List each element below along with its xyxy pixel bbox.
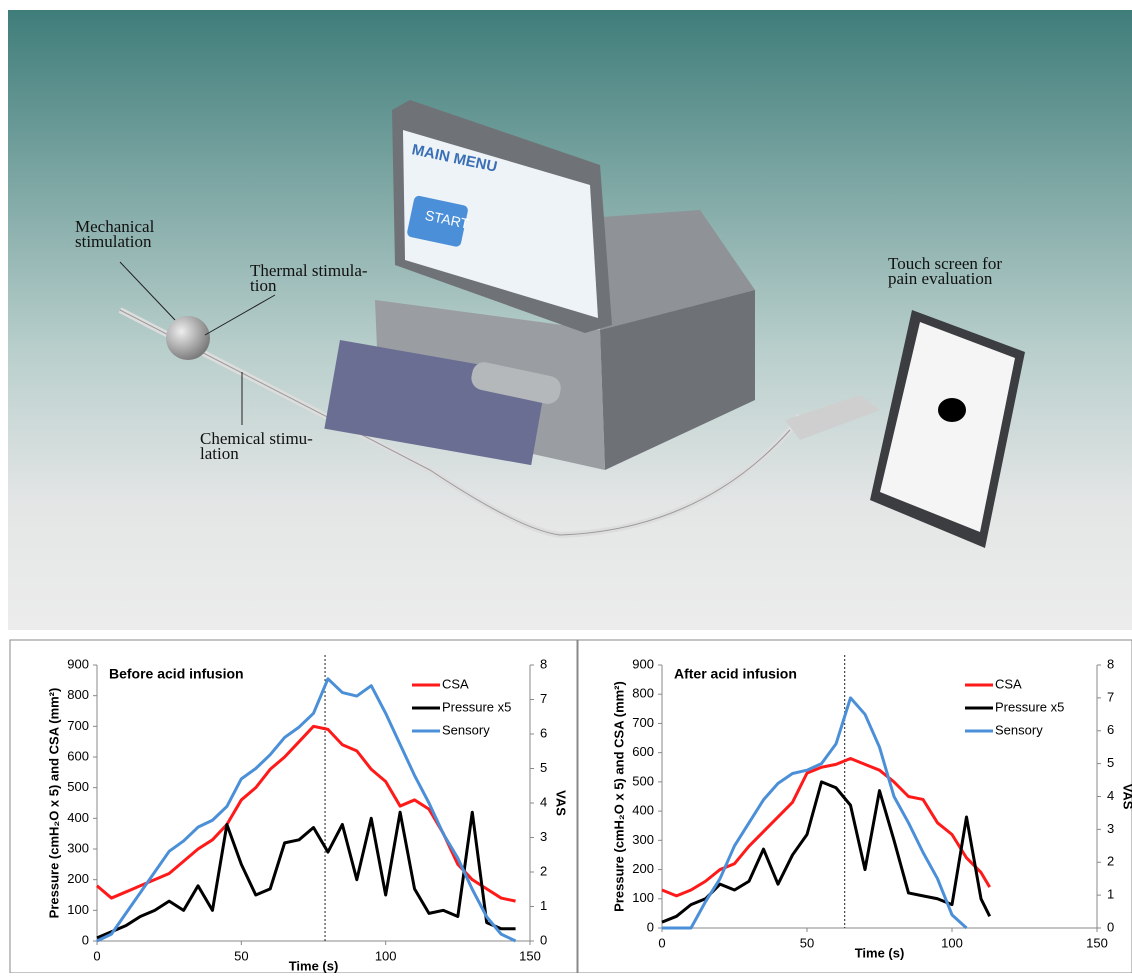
- series-line: [662, 696, 968, 930]
- y2-tick-label: 4: [1107, 788, 1114, 803]
- x-tick-label: 100: [941, 935, 963, 950]
- y-tick-label: 0: [82, 932, 89, 947]
- series-line: [661, 757, 991, 898]
- legend-label: Pressure x5: [995, 699, 1064, 714]
- syringe: [471, 362, 561, 404]
- callout-label: stimulation: [75, 232, 152, 251]
- y2-tick-label: 6: [540, 725, 547, 740]
- y-tick-label: 200: [632, 861, 654, 876]
- y-tick-label: 700: [67, 718, 89, 733]
- y2-tick-label: 5: [540, 760, 547, 775]
- y2-axis-label: VAS: [1121, 784, 1132, 810]
- y2-tick-label: 0: [540, 932, 547, 947]
- y-tick-label: 900: [632, 656, 654, 671]
- x-tick-label: 0: [658, 935, 665, 950]
- chart-title: Before acid infusion: [109, 666, 244, 682]
- y2-tick-label: 7: [540, 691, 547, 706]
- x-tick-label: 150: [1086, 935, 1108, 950]
- x-axis-label: Time (s): [855, 945, 905, 960]
- y2-axis-label: VAS: [554, 790, 569, 816]
- y-tick-label: 800: [67, 687, 89, 702]
- y-tick-label: 600: [632, 744, 654, 759]
- illustration: MAIN MENU START: [8, 10, 1132, 630]
- y2-tick-label: 8: [540, 656, 547, 671]
- x-tick-label: 0: [93, 948, 100, 963]
- catheter-edge: [119, 309, 791, 536]
- y2-tick-label: 6: [1107, 722, 1114, 737]
- callout-label: tion: [250, 276, 277, 295]
- y-tick-label: 700: [632, 715, 654, 730]
- chart-frame: [577, 639, 1132, 974]
- y-tick-label: 0: [647, 919, 654, 934]
- balloon: [166, 316, 210, 360]
- y-tick-label: 400: [67, 810, 89, 825]
- callout-label: Thermal stimula-: [250, 261, 368, 280]
- y-tick-label: 100: [632, 890, 654, 905]
- x-tick-label: 50: [234, 948, 248, 963]
- series-line: [96, 810, 516, 940]
- y-tick-label: 200: [67, 871, 89, 886]
- tablet-screen: [880, 322, 1015, 532]
- series-line: [661, 780, 992, 924]
- callout-label: lation: [200, 444, 239, 463]
- y-tick-label: 500: [632, 773, 654, 788]
- y2-tick-label: 2: [1107, 854, 1114, 869]
- y2-tick-label: 2: [540, 863, 547, 878]
- callout-label: pain evaluation: [888, 269, 993, 288]
- y2-tick-label: 3: [1107, 821, 1114, 836]
- callout-label: Chemical stimu-: [200, 429, 313, 448]
- screen: [403, 130, 598, 318]
- y-axis-label: Pressure (cmH₂O x 5) and CSA (mm²): [46, 688, 61, 919]
- y2-tick-label: 1: [540, 898, 547, 913]
- callout-label: Mechanical: [75, 217, 155, 236]
- y-tick-label: 100: [67, 902, 89, 917]
- y-tick-label: 900: [67, 656, 89, 671]
- legend-label: Sensory: [442, 722, 490, 737]
- legend-label: Pressure x5: [442, 699, 511, 714]
- arrow: [204, 294, 276, 336]
- pain-area: [938, 398, 966, 422]
- y-tick-label: 600: [67, 748, 89, 763]
- x-tick-label: 50: [800, 935, 814, 950]
- chart-title: After acid infusion: [674, 666, 797, 682]
- callout-label: Touch screen for: [888, 254, 1002, 273]
- arrow: [119, 261, 176, 321]
- y2-tick-label: 8: [1107, 656, 1114, 671]
- legend-label: Sensory: [995, 722, 1043, 737]
- y-tick-label: 800: [632, 686, 654, 701]
- y-axis-label: Pressure (cmH₂O x 5) and CSA (mm²): [611, 681, 626, 912]
- y2-tick-label: 5: [1107, 755, 1114, 770]
- y-tick-label: 500: [67, 779, 89, 794]
- y-tick-label: 300: [632, 832, 654, 847]
- y-tick-label: 400: [632, 803, 654, 818]
- device-side: [600, 290, 755, 470]
- y2-tick-label: 0: [1107, 919, 1114, 934]
- y2-tick-label: 4: [540, 794, 547, 809]
- y2-tick-label: 3: [540, 829, 547, 844]
- connector: [785, 395, 880, 440]
- legend-label: CSA: [442, 676, 469, 691]
- x-tick-label: 150: [519, 948, 541, 963]
- legend-label: CSA: [995, 676, 1022, 691]
- y2-tick-label: 1: [1107, 887, 1114, 902]
- series-line: [96, 677, 517, 943]
- x-axis-label: Time (s): [289, 958, 339, 973]
- y2-tick-label: 7: [1107, 689, 1114, 704]
- chart-frame: [9, 639, 578, 974]
- x-tick-label: 100: [375, 948, 397, 963]
- y-tick-label: 300: [67, 840, 89, 855]
- start-button: [407, 195, 468, 247]
